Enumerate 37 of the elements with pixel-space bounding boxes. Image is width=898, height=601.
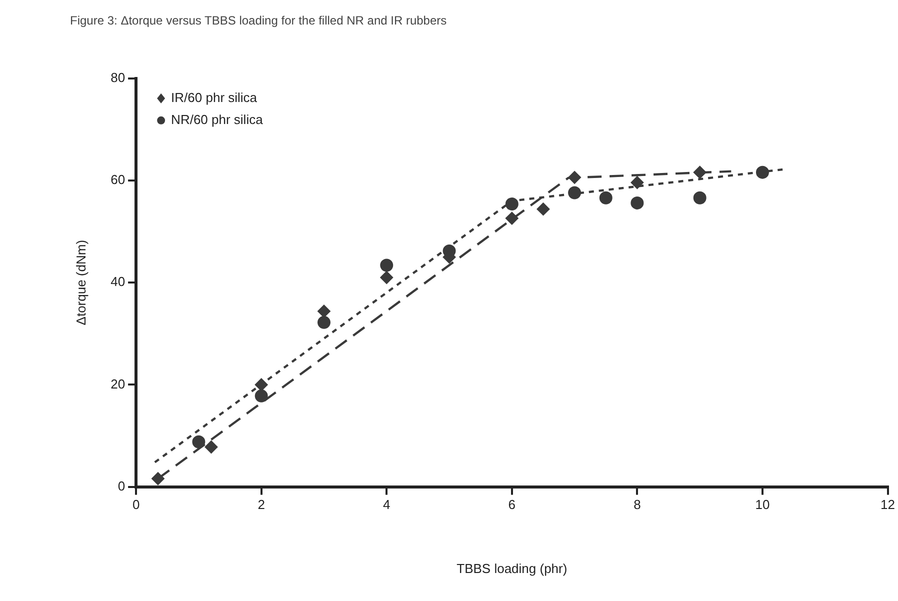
point xyxy=(568,170,582,184)
y-tick-label: 80 xyxy=(110,70,126,85)
point xyxy=(693,191,706,204)
chart-title: Figure 3: Δtorque versus TBBS loading for the filled NR and IR rubbers xyxy=(70,14,447,28)
x-axis-title: TBBS loading (phr) xyxy=(456,560,568,576)
x-tick-label: 2 xyxy=(258,497,265,512)
point xyxy=(693,166,706,179)
y-tick-label: 20 xyxy=(110,376,126,392)
point xyxy=(151,472,164,486)
x-tick-label: 6 xyxy=(508,497,516,512)
point xyxy=(630,176,644,190)
x-tick-label: 10 xyxy=(755,497,770,512)
x-tick-label: 8 xyxy=(634,497,641,512)
point xyxy=(380,258,394,272)
y-tick-label: 60 xyxy=(110,172,126,188)
point xyxy=(380,270,394,284)
point xyxy=(505,197,518,210)
point xyxy=(630,196,644,210)
point xyxy=(317,316,330,329)
point xyxy=(317,304,330,318)
point xyxy=(536,202,550,216)
point xyxy=(254,389,268,402)
point xyxy=(254,378,268,392)
point xyxy=(204,440,218,454)
point xyxy=(568,186,582,200)
point xyxy=(756,166,769,179)
point xyxy=(599,191,612,204)
legend-label: IR/60 phr silica xyxy=(171,90,258,105)
legend-label: NR/60 phr silica xyxy=(171,112,264,127)
x-tick-label: 0 xyxy=(132,497,140,512)
point xyxy=(192,435,206,448)
y-axis-title: Δtorque (dNm) xyxy=(73,240,88,326)
y-tick-label: 0 xyxy=(118,478,126,494)
point xyxy=(505,212,518,225)
x-tick-label: 12 xyxy=(880,497,896,512)
x-tick-label: 4 xyxy=(383,497,390,512)
y-tick-label: 40 xyxy=(110,274,126,290)
